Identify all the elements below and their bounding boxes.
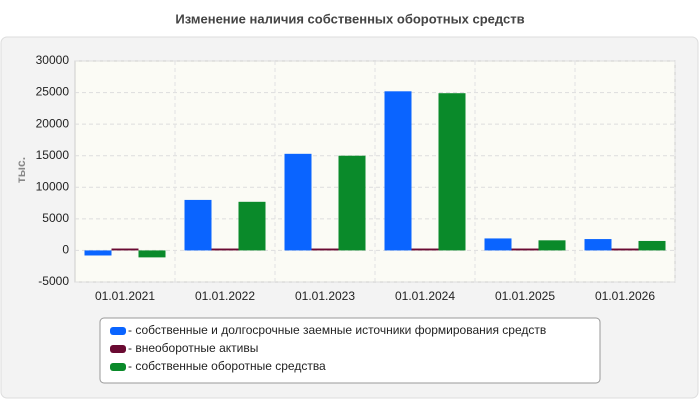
y-axis-label: тыс. — [14, 157, 28, 183]
y-tick-label: 20000 — [36, 116, 70, 130]
x-tick-label: 01.01.2026 — [595, 289, 655, 303]
y-tick-label: -5000 — [38, 274, 69, 288]
y-tick-label: 15000 — [36, 148, 70, 162]
bar — [484, 238, 512, 251]
bar — [184, 199, 212, 251]
x-tick-label: 01.01.2022 — [195, 289, 255, 303]
y-tick-label: 25000 — [36, 85, 70, 99]
bar — [111, 248, 139, 251]
bar — [511, 248, 539, 251]
bar — [84, 250, 112, 256]
legend-swatch — [110, 363, 126, 371]
bar — [211, 248, 239, 251]
x-tick-label: 01.01.2025 — [495, 289, 555, 303]
x-tick-label: 01.01.2023 — [295, 289, 355, 303]
bar — [611, 248, 639, 251]
chart-title: Изменение наличия собственных оборотных … — [175, 11, 524, 26]
y-tick-label: 0 — [62, 243, 69, 257]
legend-swatch — [110, 345, 126, 353]
bar — [538, 240, 566, 251]
legend-label: - собственные оборотные средства — [128, 359, 326, 373]
bar — [338, 155, 366, 251]
y-tick-label: 10000 — [36, 179, 70, 193]
x-tick-label: 01.01.2021 — [95, 289, 155, 303]
bar — [638, 240, 666, 251]
bar — [138, 250, 166, 258]
bar — [284, 153, 312, 251]
legend-label: - внеоборотные активы — [128, 341, 258, 355]
bar — [384, 91, 412, 251]
bar — [411, 248, 439, 251]
bar — [238, 201, 266, 251]
y-tick-label: 30000 — [36, 53, 70, 67]
legend-swatch — [110, 327, 126, 335]
x-tick-label: 01.01.2024 — [395, 289, 455, 303]
legend — [99, 317, 601, 384]
bar — [584, 239, 612, 251]
legend-label: - собственные и долгосрочные заемные ист… — [128, 323, 546, 337]
bar — [311, 248, 339, 251]
bar — [438, 93, 466, 251]
y-tick-label: 5000 — [42, 211, 69, 225]
